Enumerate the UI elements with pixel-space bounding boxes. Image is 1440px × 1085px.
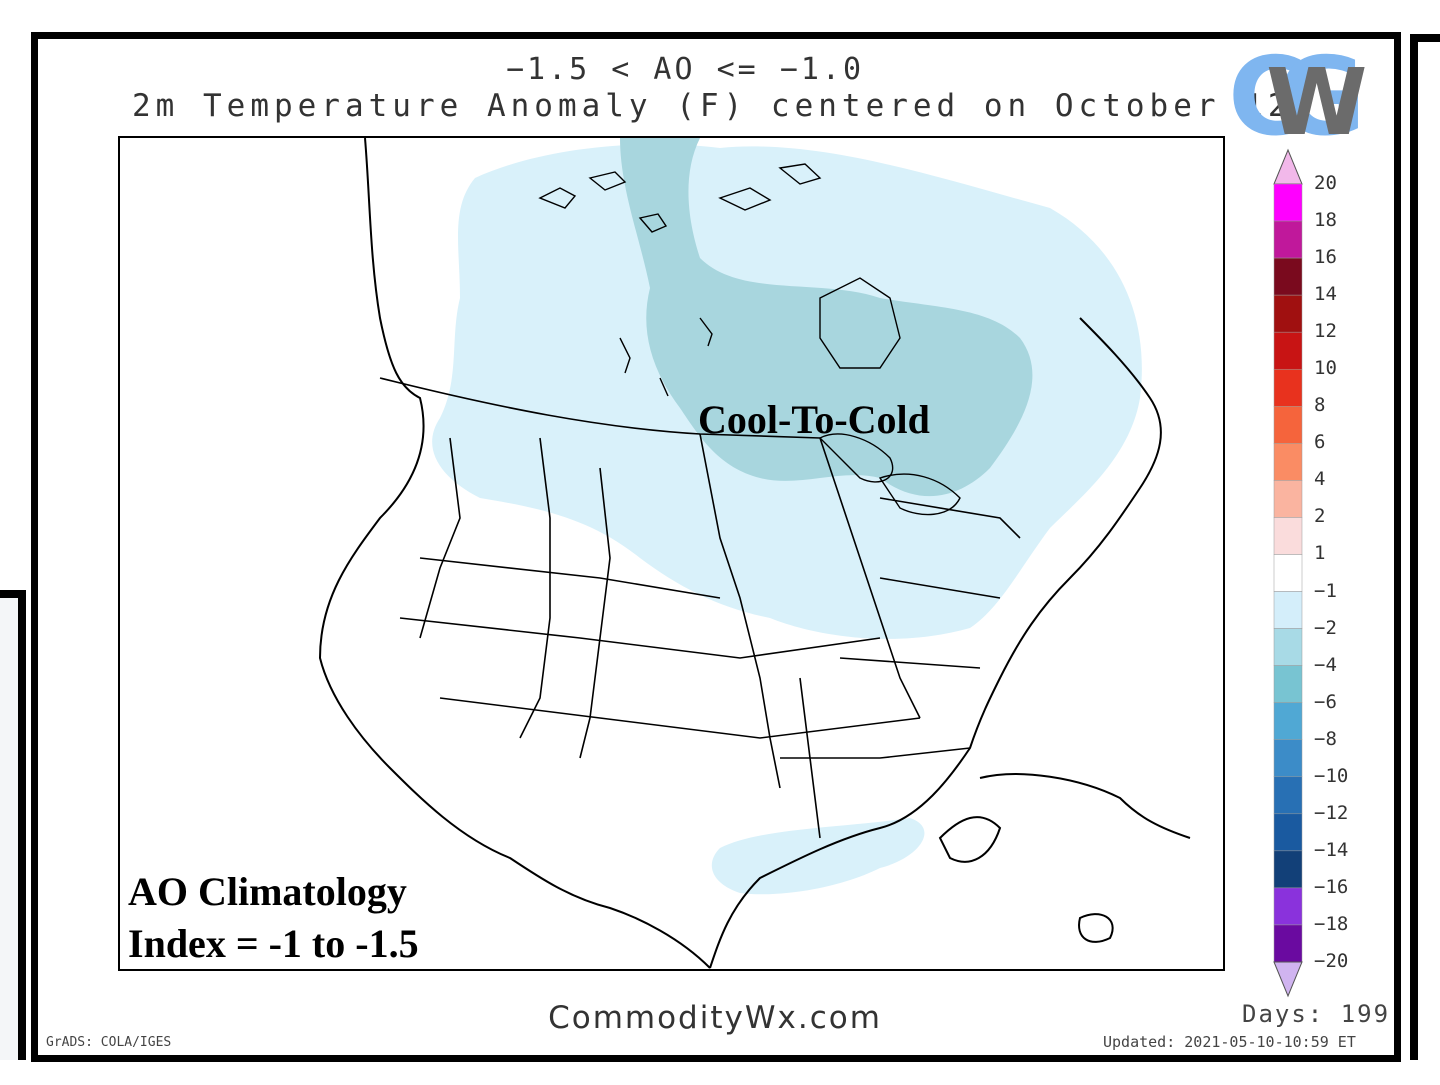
title-ao-range: −1.5 < AO <= −1.0 <box>505 52 865 87</box>
climatology-label-line2: Index = -1 to -1.5 <box>128 921 419 966</box>
colorbar-tick-label: 4 <box>1314 468 1326 491</box>
colorbar-segment <box>1273 776 1303 815</box>
colorbar-segment <box>1273 368 1303 407</box>
colorbar-segment <box>1273 554 1303 592</box>
colorbar-tick-label: −6 <box>1314 690 1337 713</box>
colorbar-top-cap <box>1273 148 1303 185</box>
colorbar-segment <box>1273 480 1303 518</box>
colorbar-tick-label: −10 <box>1314 764 1349 787</box>
colorbar-segment <box>1273 294 1303 333</box>
title-anomaly-description: 2m Temperature Anomaly (F) centered on O… <box>132 88 1292 124</box>
colorbar-tick-label: 20 <box>1314 172 1337 194</box>
colorbar-tick-label: 8 <box>1314 394 1326 417</box>
colorbar-segment <box>1273 443 1303 481</box>
anomaly-map-svg <box>318 138 1191 969</box>
climatology-label-line1: AO Climatology <box>128 869 407 914</box>
colorbar-tick-label: 10 <box>1314 357 1337 380</box>
colorbar-tick-label: −1 <box>1314 579 1337 602</box>
colorbar-tick-label: 1 <box>1314 542 1326 565</box>
colorbar-tick-label: −4 <box>1314 653 1337 676</box>
colorbar-tick-label: 16 <box>1314 246 1337 269</box>
colorbar-tick-label: 18 <box>1314 209 1337 232</box>
colorbar-segment <box>1273 183 1303 222</box>
colorbar-tick-label: −20 <box>1314 950 1349 972</box>
colorbar-segment <box>1273 850 1303 889</box>
shading-dark-region <box>620 138 1033 497</box>
coastlines <box>318 138 1191 969</box>
colorbar-segment <box>1273 406 1303 444</box>
colorbar-segment <box>1273 665 1303 703</box>
political-borders <box>379 377 1021 839</box>
colorbar-bottom-cap <box>1273 961 1303 998</box>
colorbar-tick-label: 2 <box>1314 505 1326 528</box>
cwg-logo: CG W <box>1228 35 1398 160</box>
colorbar-segment <box>1273 887 1303 926</box>
colorbar-tick-label: 12 <box>1314 320 1337 343</box>
colorbar-segment <box>1273 591 1303 629</box>
colorbar-segment <box>1273 924 1303 963</box>
colorbar-tick-label: −8 <box>1314 727 1337 750</box>
colorbar-segment <box>1273 331 1303 370</box>
colorbar-segment <box>1273 628 1303 666</box>
updated-timestamp: Updated: 2021-05-10-10:59 ET <box>1103 1033 1356 1051</box>
days-count: Days: 199 <box>1242 1000 1391 1028</box>
colorbar-tick-label: −18 <box>1314 912 1349 935</box>
svg-text:W: W <box>1266 49 1367 142</box>
colorbar-tick-label: −16 <box>1314 875 1349 898</box>
colorbar-segment <box>1273 813 1303 852</box>
colorbar-tick-label: −12 <box>1314 801 1349 824</box>
regime-label: Cool-To-Cold <box>698 397 930 442</box>
software-credit: GrADS: COLA/IGES <box>46 1035 172 1050</box>
anomaly-colorbar <box>1268 148 1308 998</box>
colorbar-tick-label: 14 <box>1314 283 1337 306</box>
adjacent-panel-left <box>0 590 26 1060</box>
adjacent-panel-right <box>1410 34 1440 1060</box>
colorbar-segment <box>1273 702 1303 740</box>
colorbar-tick-label: −2 <box>1314 616 1337 639</box>
anomaly-map <box>118 136 1225 971</box>
arctic-islands-and-lakes <box>538 163 961 516</box>
colorbar-segment <box>1273 257 1303 296</box>
site-label: CommodityWx.com <box>548 1000 882 1036</box>
colorbar-tick-label: 6 <box>1314 431 1326 454</box>
colorbar-segment <box>1273 517 1303 555</box>
colorbar-segment <box>1273 739 1303 778</box>
colorbar-tick-label: −14 <box>1314 838 1349 861</box>
colorbar-segment <box>1273 220 1303 259</box>
